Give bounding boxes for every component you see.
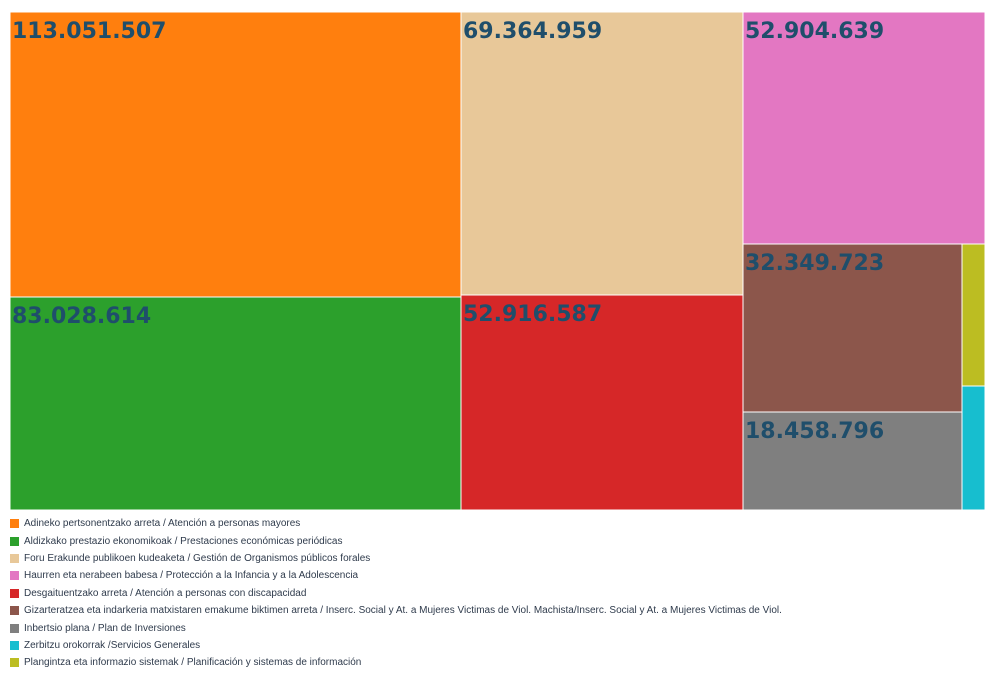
legend-swatch xyxy=(10,658,19,668)
tile-value-label: 83.028.614 xyxy=(12,304,151,329)
legend-swatch xyxy=(10,588,19,598)
legend-item: Adineko pertsonentzako arreta / Atención… xyxy=(10,515,845,532)
legend-swatch xyxy=(10,536,19,546)
legend-label: Foru Erakunde publikoen kudeaketa / Gest… xyxy=(24,552,371,564)
treemap-chart: 113.051.507 83.028.614 69.364.959 52.904.63… xyxy=(9,11,985,511)
legend-swatch xyxy=(10,623,19,633)
legend-swatch xyxy=(10,640,19,650)
legend-swatch xyxy=(10,553,19,563)
legend-label: Inbertsio plana / Plan de Inversiones xyxy=(24,622,186,634)
legend-label: Gizarteratzea eta indarkeria matxistaren… xyxy=(24,605,782,617)
legend-label: Haurren eta nerabeen babesa / Protección… xyxy=(24,570,359,582)
tile-value-label: 18.458.796 xyxy=(745,419,884,444)
legend-label: Desgaituentzako arreta / Atención a pers… xyxy=(24,587,307,599)
legend-item: Desgaituentzako arreta / Atención a pers… xyxy=(10,585,845,602)
tile-value-label: 113.051.507 xyxy=(12,19,166,44)
treemap-tile xyxy=(460,11,744,296)
legend-label: Aldizkako prestazio ekonomikoak / Presta… xyxy=(24,535,343,547)
legend: Adineko pertsonentzako arreta / Atención… xyxy=(10,515,845,675)
legend-item: Gizarteratzea eta indarkeria matxistaren… xyxy=(10,602,845,619)
legend-swatch xyxy=(10,519,19,529)
legend-item: Inbertsio plana / Plan de Inversiones xyxy=(10,619,845,636)
legend-swatch xyxy=(10,571,19,581)
treemap-tile xyxy=(9,11,462,298)
tile-value-label: 32.349.723 xyxy=(745,251,884,276)
tile-value-label: 69.364.959 xyxy=(463,19,602,44)
tile-value-label: 52.916.587 xyxy=(463,302,602,327)
treemap-tile xyxy=(9,296,462,511)
tile-value-label: 52.904.639 xyxy=(745,19,884,44)
treemap-tile xyxy=(742,243,963,413)
legend-label: Zerbitzu orokorrak /Servicios Generales xyxy=(24,639,201,651)
legend-item: Zerbitzu orokorrak /Servicios Generales xyxy=(10,637,845,654)
treemap-tile xyxy=(961,385,985,511)
treemap-tile xyxy=(742,411,963,511)
legend-swatch xyxy=(10,606,19,616)
legend-item: Aldizkako prestazio ekonomikoak / Presta… xyxy=(10,532,845,549)
legend-label: Plangintza eta informazio sistemak / Pla… xyxy=(24,657,362,669)
treemap-tile xyxy=(742,11,985,245)
legend-item: Haurren eta nerabeen babesa / Protección… xyxy=(10,567,845,584)
legend-label: Adineko pertsonentzako arreta / Atención… xyxy=(24,518,301,530)
treemap-tile xyxy=(460,294,744,511)
treemap-tile xyxy=(961,243,985,387)
legend-item: Foru Erakunde publikoen kudeaketa / Gest… xyxy=(10,550,845,567)
legend-item: Plangintza eta informazio sistemak / Pla… xyxy=(10,654,845,671)
